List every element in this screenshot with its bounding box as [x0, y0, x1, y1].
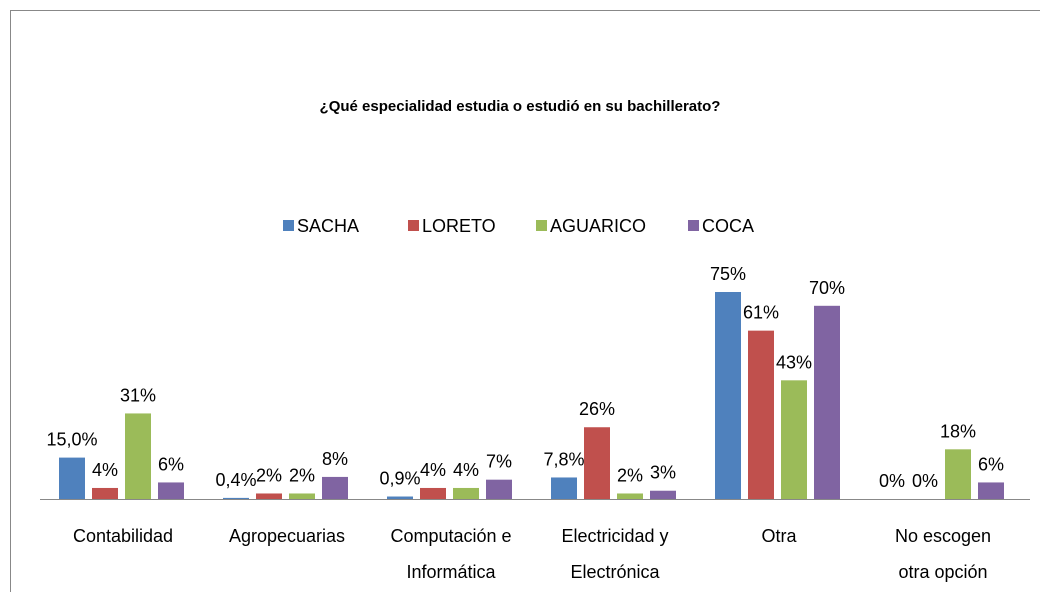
- bar: [387, 496, 413, 499]
- data-label: 18%: [940, 421, 976, 441]
- data-label: 3%: [650, 463, 676, 483]
- legend-swatch: [688, 220, 699, 231]
- data-label: 6%: [158, 454, 184, 474]
- data-label: 0%: [912, 471, 938, 491]
- bar: [814, 305, 840, 499]
- bar: [978, 482, 1004, 499]
- bar: [617, 493, 643, 499]
- bar: [59, 457, 85, 499]
- bar: [748, 330, 774, 499]
- bar: [420, 487, 446, 499]
- legend-swatch: [536, 220, 547, 231]
- bar: [223, 497, 249, 499]
- bar: [781, 380, 807, 499]
- bar: [256, 493, 282, 499]
- data-label: 4%: [92, 460, 118, 480]
- data-label: 70%: [809, 278, 845, 298]
- bar: [945, 449, 971, 499]
- x-tick-label: Electricidad y Electrónica: [561, 526, 669, 582]
- chart-frame: [10, 10, 1040, 592]
- data-label: 7,8%: [543, 449, 584, 469]
- bar: [92, 487, 118, 499]
- data-label: 0%: [879, 471, 905, 491]
- x-tick-label: Otra: [761, 526, 797, 546]
- bar: [158, 482, 184, 499]
- data-label: 2%: [289, 465, 315, 485]
- data-label: 7%: [486, 452, 512, 472]
- bar: [486, 479, 512, 499]
- data-label: 43%: [776, 352, 812, 372]
- data-label: 75%: [710, 264, 746, 284]
- data-label: 6%: [978, 454, 1004, 474]
- bar: [125, 413, 151, 499]
- data-label: 26%: [579, 399, 615, 419]
- x-tick-label: No escogen otra opción: [894, 526, 992, 582]
- data-label: 15,0%: [46, 430, 97, 450]
- chart-title: ¿Qué especialidad estudia o estudió en s…: [320, 98, 721, 115]
- legend-swatch: [283, 220, 294, 231]
- legend-label: SACHA: [297, 216, 359, 236]
- data-label: 0,9%: [379, 469, 420, 489]
- bar: [650, 490, 676, 499]
- bar: [289, 493, 315, 499]
- bar: [715, 292, 741, 499]
- data-label: 2%: [256, 465, 282, 485]
- legend-label: LORETO: [422, 216, 496, 236]
- x-tick-label: Agropecuarias: [228, 526, 346, 546]
- data-label: 8%: [322, 449, 348, 469]
- legend-label: AGUARICO: [550, 216, 646, 236]
- data-label: 2%: [617, 465, 643, 485]
- data-label: 4%: [420, 460, 446, 480]
- data-label: 61%: [743, 303, 779, 323]
- legend-label: COCA: [702, 216, 754, 236]
- x-tick-label: Computación e Informática: [390, 526, 512, 582]
- x-tick-label: Contabilidad: [72, 526, 174, 546]
- legend-swatch: [408, 220, 419, 231]
- bar: [453, 487, 479, 499]
- data-label: 0,4%: [215, 470, 256, 490]
- data-label: 31%: [120, 385, 156, 405]
- bar: [322, 476, 348, 499]
- bar: [551, 477, 577, 499]
- bar: [584, 427, 610, 499]
- data-label: 4%: [453, 460, 479, 480]
